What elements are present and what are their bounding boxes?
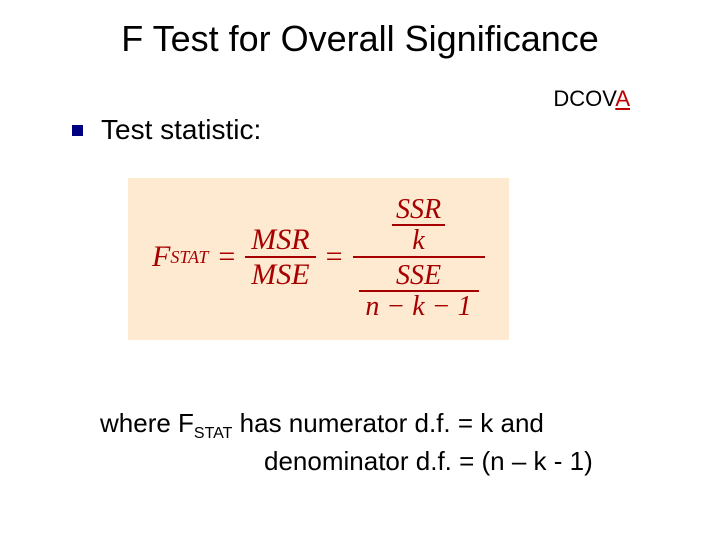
formula-k: k — [408, 226, 428, 255]
formula-ssr-k: SSR k — [392, 195, 445, 256]
slide: F Test for Overall Significance DCOVA Te… — [0, 0, 720, 540]
dcova-a: A — [615, 86, 630, 111]
formula-msr-mse: MSR MSE — [245, 223, 315, 291]
dcova-label: DCOVA — [553, 86, 630, 112]
formula-eq2: = — [326, 240, 343, 274]
bullet-icon — [72, 125, 83, 136]
where-line2: denominator d.f. = (n – k - 1) — [100, 443, 593, 481]
where-block: where FSTAT has numerator d.f. = k and d… — [100, 405, 593, 480]
formula-big-num: SSR k — [386, 192, 451, 256]
formula-big-frac: SSR k SSE n − k − 1 — [353, 192, 485, 322]
formula-lhs: FSTAT — [152, 240, 208, 274]
formula-msr: MSR — [245, 223, 315, 256]
formula-mse: MSE — [245, 258, 315, 291]
formula-ssr: SSR — [392, 195, 445, 224]
where-line1-a: where F — [100, 408, 194, 438]
formula-sse-nk1: SSE n − k − 1 — [359, 261, 479, 322]
slide-title: F Test for Overall Significance — [0, 18, 720, 60]
bullet-text: Test statistic: — [101, 114, 261, 146]
formula-box: FSTAT = MSR MSE = SSR k SSE n − k − — [128, 178, 509, 340]
formula-F: F — [152, 240, 170, 274]
where-line1-b: has numerator d.f. = k and — [232, 408, 543, 438]
where-line1: where FSTAT has numerator d.f. = k and — [100, 405, 593, 443]
formula-big-den: SSE n − k − 1 — [353, 258, 485, 322]
bullet-row: Test statistic: — [72, 114, 261, 146]
formula-sse: SSE — [392, 261, 445, 290]
formula-nk1: n − k − 1 — [361, 292, 475, 321]
dcova-prefix: DCOV — [553, 86, 615, 111]
formula-eq1: = — [218, 240, 235, 274]
where-line1-sub: STAT — [194, 425, 233, 442]
